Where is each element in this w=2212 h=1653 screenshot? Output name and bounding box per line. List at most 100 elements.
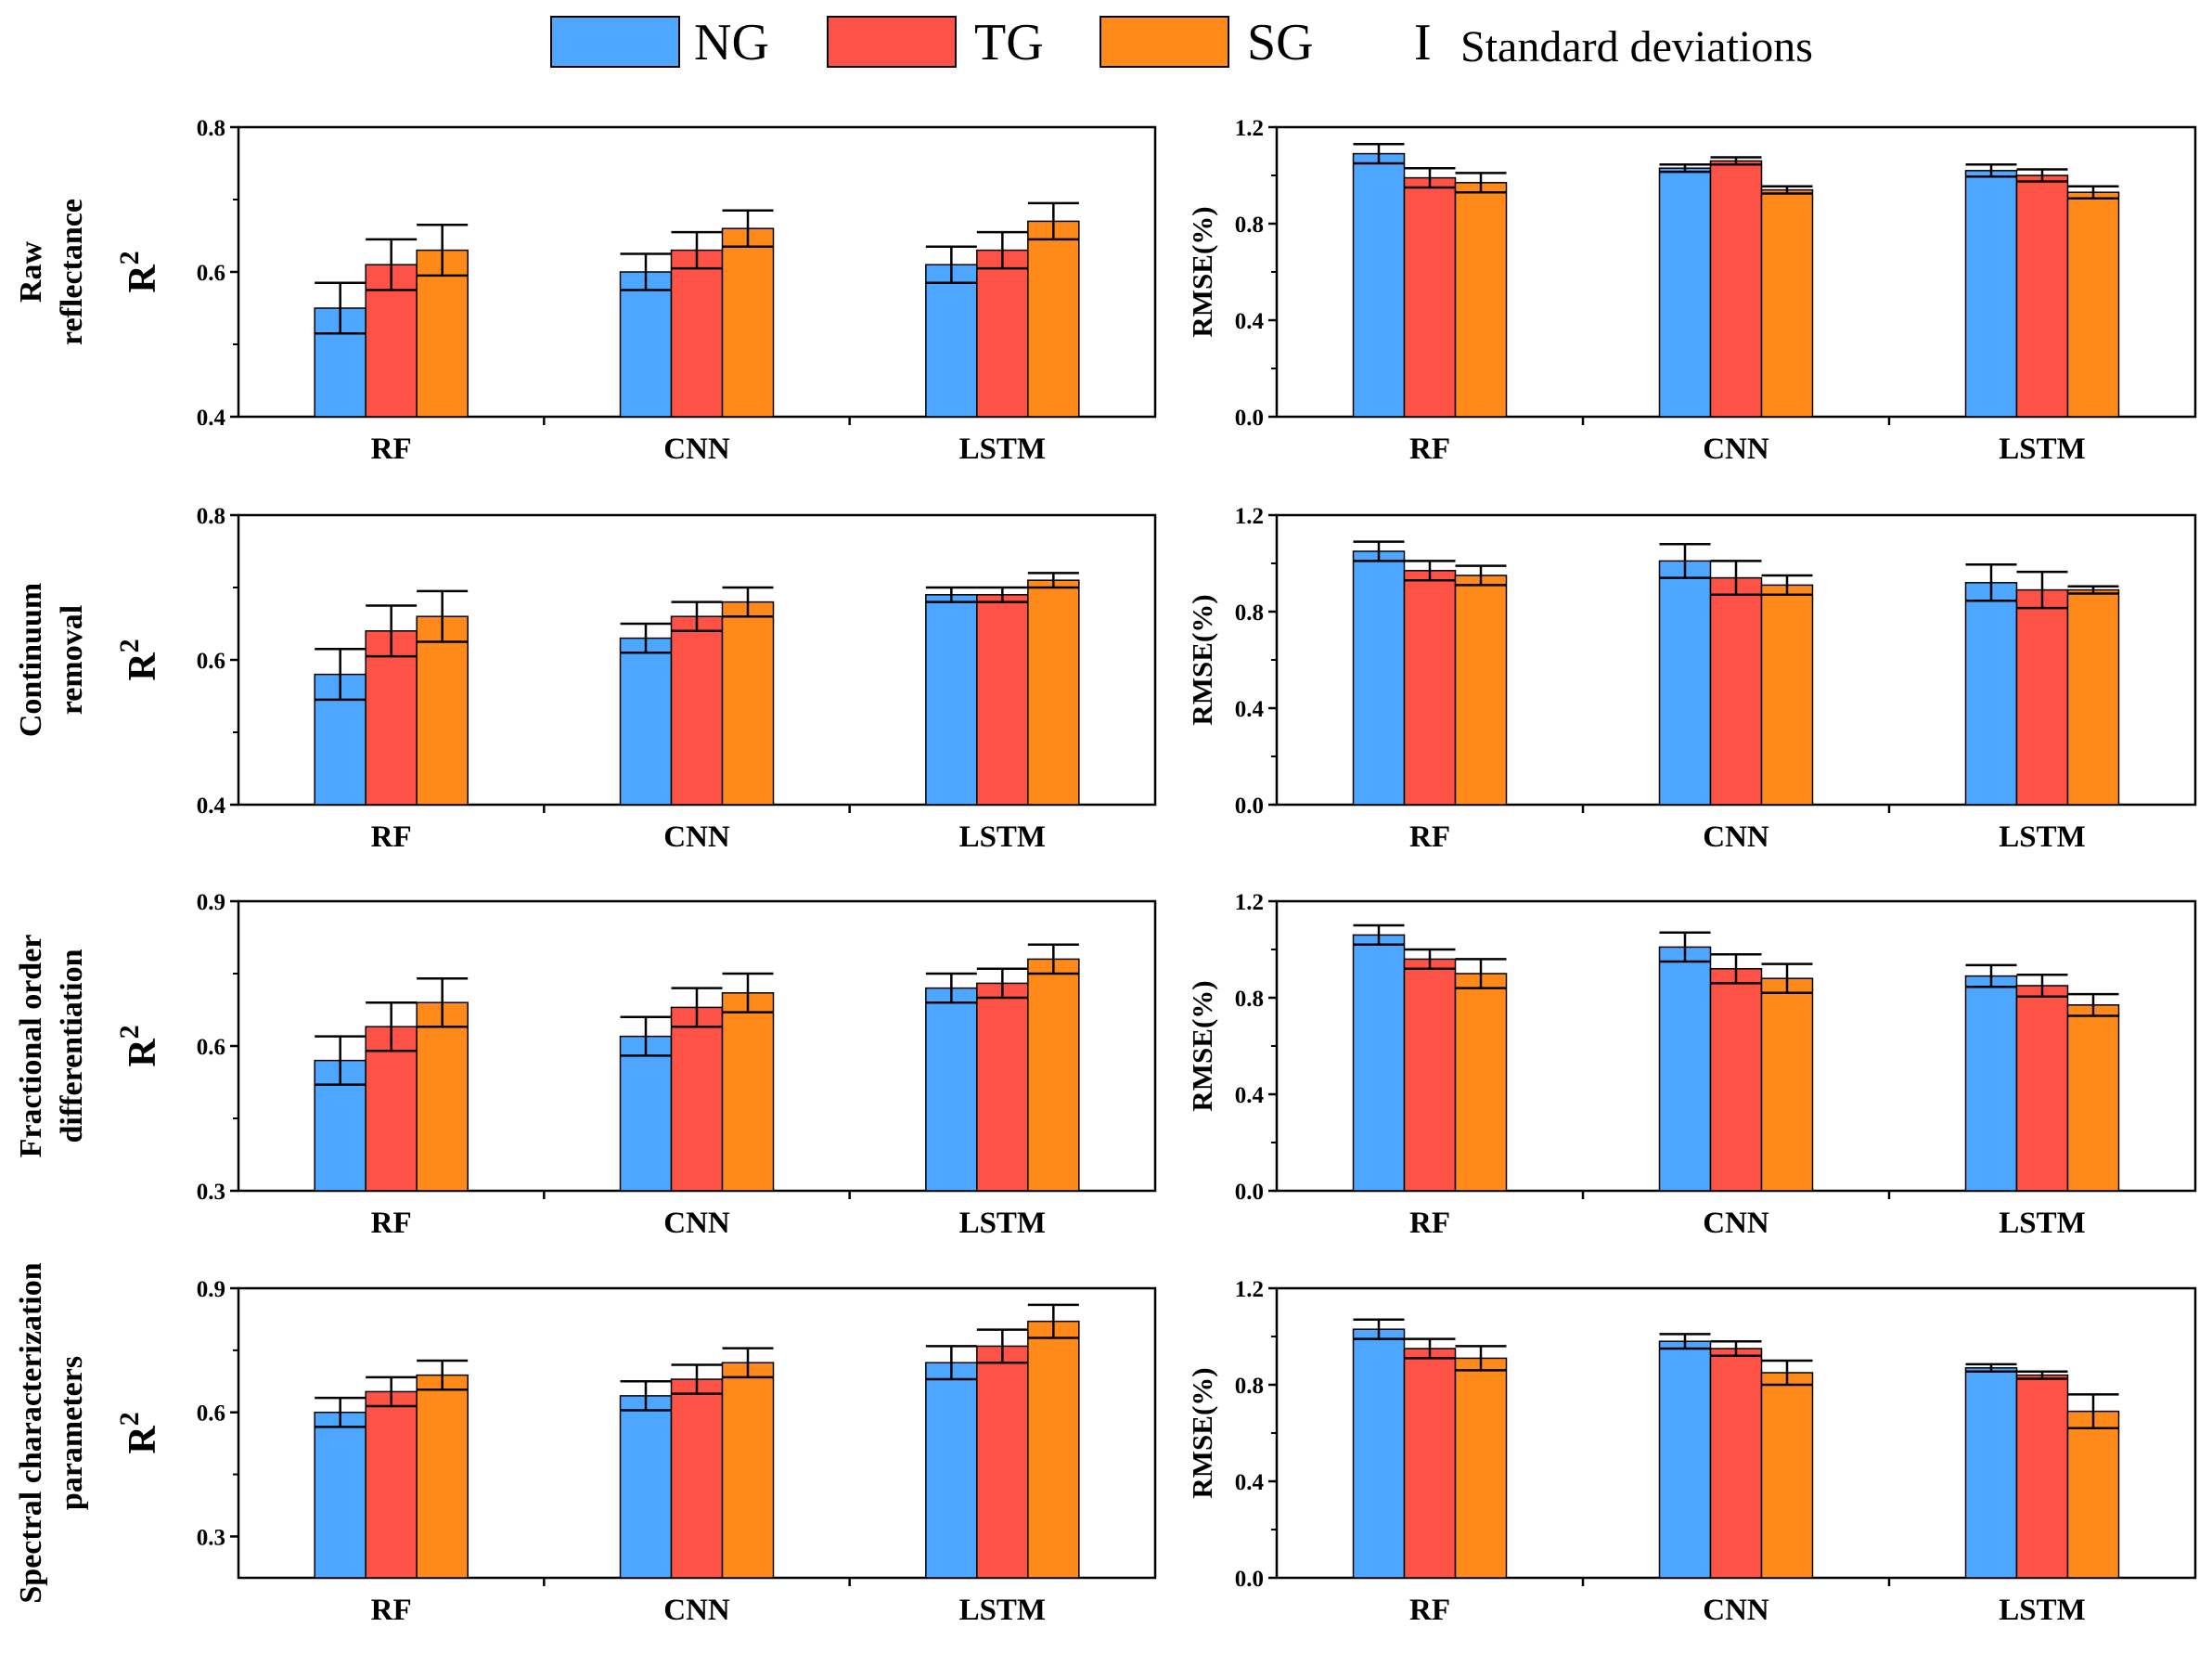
bar-tg-cnn: TG CNN: 0.63 <box>670 249 724 418</box>
bar-ng-cnn: NG CNN: 1.01 <box>1658 560 1712 806</box>
x-tick-label: RF <box>371 433 412 466</box>
y-tick-label: 0.6 <box>197 261 225 286</box>
error-bar <box>1710 560 1762 597</box>
bar-tg-lstm: TG LSTM: 0.63 <box>976 249 1029 418</box>
y-tick-label: 0.4 <box>1235 1083 1265 1108</box>
y-axis-label-sup: 2 <box>114 1412 145 1426</box>
y-tick-label: 0.6 <box>197 649 225 674</box>
error-bar <box>417 224 469 278</box>
bar-tg-lstm: TG LSTM: 0.84 <box>2015 1374 2069 1579</box>
error-bar <box>366 1375 418 1408</box>
error-bar <box>2016 974 2068 998</box>
bar-ng-lstm: NG LSTM: 0.87 <box>1964 1367 2018 1579</box>
bar-tg-rf: TG RF: 0.99 <box>1403 176 1457 418</box>
y-tick-label: 0.0 <box>1235 406 1264 431</box>
bar-sg-rf: SG RF: 0.9 <box>1454 973 1508 1192</box>
row-label-line: Spectral characterization <box>14 1262 48 1603</box>
legend-label-tg: TG <box>974 14 1044 71</box>
bar-sg-lstm: SG LSTM: 0.93 <box>2066 191 2120 418</box>
bar-sg-cnn: SG CNN: 0.71 <box>721 992 775 1192</box>
error-bar <box>671 1363 723 1395</box>
y-tick-label: 0.6 <box>197 1035 225 1060</box>
x-tick-label: CNN <box>663 433 730 466</box>
error-bar <box>671 230 723 270</box>
y-tick-label: 0.0 <box>1235 794 1264 819</box>
error-bar <box>620 1015 672 1057</box>
y-tick-label: 0.0 <box>1235 1567 1264 1592</box>
bar-ng-cnn: NG CNN: 1.01 <box>1658 946 1712 1192</box>
legend-sd-symbol: I <box>1414 14 1432 71</box>
bar-ng-rf: NG RF: 1.06 <box>1352 934 1406 1192</box>
legend-swatch-ng <box>550 16 680 68</box>
y-axis-label: RMSE(%) <box>1186 206 1218 337</box>
error-bar <box>1455 1345 1507 1372</box>
bar-tg-lstm: TG LSTM: 0.85 <box>2015 985 2069 1192</box>
y-tick-label: 0.4 <box>1235 309 1265 334</box>
row-label-line: differentiation <box>55 949 89 1143</box>
y-axis-label: R2 <box>114 251 164 292</box>
error-bar <box>315 281 367 335</box>
error-bar <box>722 209 774 248</box>
y-tick-label: 0.6 <box>197 1401 225 1427</box>
x-tick-label: RF <box>371 820 412 854</box>
x-tick-label: CNN <box>663 1594 730 1627</box>
y-tick-label: 1.2 <box>1235 890 1264 915</box>
row-label-line: Continuum <box>14 583 48 737</box>
error-bar <box>315 1396 367 1428</box>
legend: NG TG SG I Standard deviations <box>550 14 1813 71</box>
bar-tg-rf: TG RF: 0.96 <box>1403 958 1457 1192</box>
y-tick-label: 0.3 <box>197 1525 225 1550</box>
error-bar <box>1965 563 2017 602</box>
bar-tg-cnn: TG CNN: 1.06 <box>1709 160 1763 418</box>
y-tick-label: 0.9 <box>197 890 225 915</box>
bar-ng-cnn: NG CNN: 1.03 <box>1658 167 1712 418</box>
bar-ng-lstm: NG LSTM: 0.89 <box>1964 975 2018 1192</box>
error-bar <box>722 1347 774 1379</box>
bar-tg-lstm: TG LSTM: 0.76 <box>976 1345 1029 1579</box>
error-bar <box>2067 992 2119 1017</box>
x-tick-label: RF <box>1409 820 1450 854</box>
error-bar <box>2067 1393 2119 1430</box>
x-tick-label: LSTM <box>959 1207 1047 1240</box>
y-tick-label: 1.2 <box>1235 504 1264 529</box>
error-bar <box>417 976 469 1028</box>
error-bar <box>1761 185 1813 195</box>
chart-panels: 0.40.60.8RF CNN LSTMNG RF: 0.55NG CNN: 0.6… <box>114 116 2197 1627</box>
error-bar <box>1455 172 1507 194</box>
error-bar <box>366 604 418 658</box>
chart-raw-r2: 0.40.60.8RF CNN LSTMNG RF: 0.55NG CNN: 0.6… <box>114 116 1157 466</box>
bar-ng-cnn: NG CNN: 0.64 <box>619 1395 673 1579</box>
error-bar <box>1659 1333 1711 1350</box>
legend-swatch-sg <box>1100 16 1229 68</box>
bar-ng-cnn: NG CNN: 0.62 <box>619 1035 673 1192</box>
y-axis-label: RMSE(%) <box>1186 594 1218 725</box>
error-bar <box>925 972 977 1004</box>
row-labels: Raw reflectance Continuum removal Fractional… <box>14 199 89 1604</box>
bar-ng-rf: NG RF: 1.09 <box>1352 152 1406 418</box>
x-tick-label: CNN <box>1703 820 1769 854</box>
legend-swatch-tg <box>827 16 957 68</box>
error-bar <box>722 972 774 1014</box>
row-label-line: Fractional order <box>14 935 48 1158</box>
error-bar <box>1353 923 1405 947</box>
row-label-line: parameters <box>55 1356 89 1510</box>
y-tick-label: 1.2 <box>1235 1277 1264 1302</box>
error-bar <box>1965 1362 2017 1373</box>
bar-tg-rf: TG RF: 0.64 <box>365 1026 418 1192</box>
y-axis-label: R2 <box>114 1412 164 1453</box>
bar-sg-cnn: SG CNN: 0.88 <box>1760 977 1814 1192</box>
error-bar <box>2067 185 2119 200</box>
x-tick-label: RF <box>1409 433 1450 466</box>
error-bar <box>1353 540 1405 562</box>
error-bar <box>366 1001 418 1052</box>
bar-sg-lstm: SG LSTM: 0.82 <box>1027 1320 1080 1579</box>
error-bar <box>925 1345 977 1381</box>
error-bar <box>925 586 977 603</box>
error-bar <box>1027 572 1079 589</box>
error-bar <box>1027 201 1079 241</box>
x-tick-label: LSTM <box>1999 433 2086 466</box>
error-bar <box>315 1035 367 1086</box>
bar-ng-lstm: NG LSTM: 0.92 <box>1964 582 2018 806</box>
bar-ng-lstm: NG LSTM: 1.02 <box>1964 170 2018 418</box>
